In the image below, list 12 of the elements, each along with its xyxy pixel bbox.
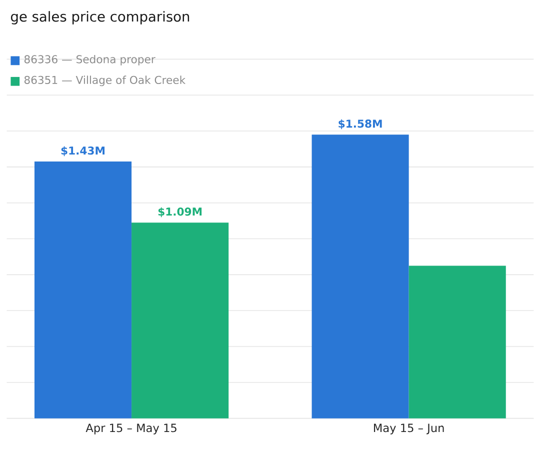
bar xyxy=(312,134,409,418)
data-label: $1.09M xyxy=(158,207,202,218)
legend-label: 86351 — Village of Oak Creek xyxy=(24,76,186,86)
data-label: $1.43M xyxy=(61,146,104,156)
legend-label: 86336 — Sedona proper xyxy=(24,55,156,66)
bar xyxy=(408,266,506,418)
data-label: $1.58M xyxy=(338,119,382,130)
x-tick-label: Apr 15 – May 15 xyxy=(86,424,176,434)
chart-title: ge sales price comparison xyxy=(10,11,190,25)
bar xyxy=(132,222,229,418)
bar xyxy=(34,162,132,418)
x-tick-label: May 15 – Jun xyxy=(374,424,444,434)
